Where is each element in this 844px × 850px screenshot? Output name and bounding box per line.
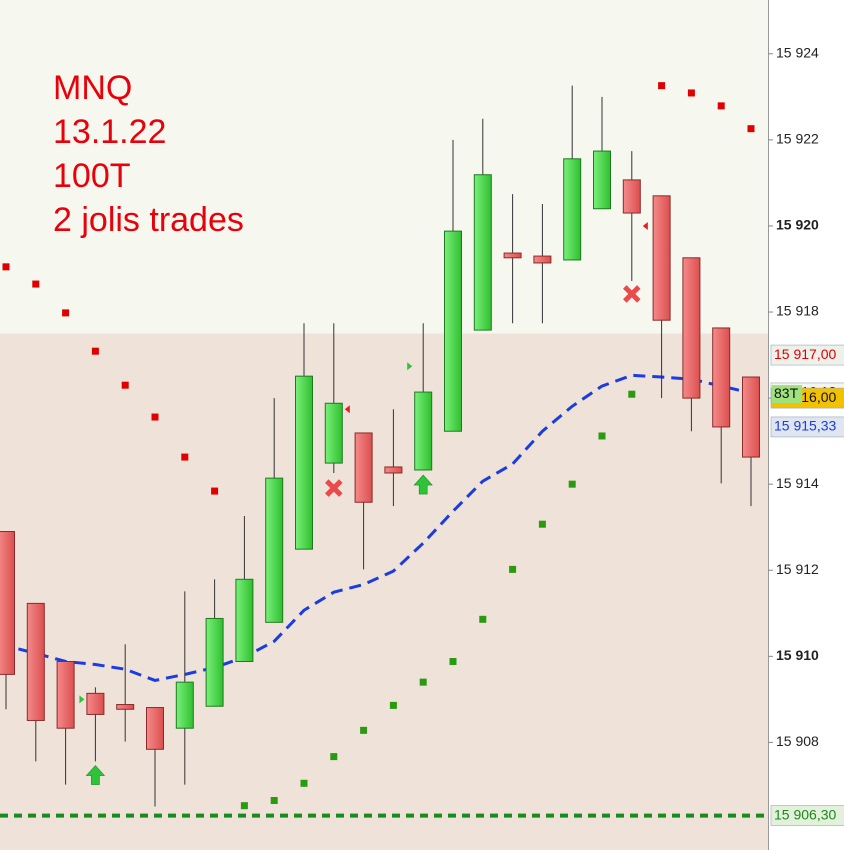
candle-body — [384, 466, 403, 474]
y-tick-label: 15 920 — [776, 217, 819, 233]
candle-body — [473, 174, 492, 331]
exit-triangle — [642, 221, 648, 230]
sar-dot — [181, 453, 189, 461]
sar-dot — [568, 480, 576, 488]
candle-body — [682, 257, 701, 399]
sar-dot — [211, 487, 219, 495]
candle-body — [205, 617, 224, 707]
y-tick-label: 15 918 — [776, 303, 819, 319]
countdown-box — [772, 385, 802, 404]
sar-dot — [300, 779, 308, 787]
candle-body — [593, 150, 611, 210]
candle-body — [712, 327, 731, 428]
candle-body — [503, 252, 522, 259]
candle-body — [444, 230, 462, 432]
exit-triangle — [344, 405, 350, 414]
price-label: 15 906,30 — [774, 806, 836, 822]
candle-body — [563, 158, 582, 261]
y-tick-label: 15 912 — [776, 561, 819, 577]
sar-dot — [538, 520, 546, 528]
exit-cross — [623, 285, 641, 303]
sar-dot — [479, 615, 487, 623]
candle-body — [533, 255, 552, 264]
sar-dot — [240, 802, 248, 810]
y-tick-label: 15 910 — [776, 647, 819, 663]
countdown-label: 83T — [774, 385, 799, 401]
sar-dot — [509, 565, 517, 573]
candle-body — [742, 376, 760, 458]
candle-body — [354, 432, 373, 503]
sar-dot — [270, 797, 278, 805]
sar-dot — [389, 701, 397, 709]
candle-body — [265, 477, 284, 623]
sar-dot — [62, 309, 70, 317]
sar-dot — [32, 280, 40, 288]
price-label-box — [770, 416, 844, 438]
sar-dot — [658, 82, 666, 90]
candle-body — [414, 391, 433, 471]
sar-dot — [449, 657, 457, 665]
candle-body — [235, 578, 254, 662]
sar-dot — [419, 678, 427, 686]
candle-body — [175, 681, 194, 729]
candle-body — [86, 692, 105, 715]
candle-body — [116, 704, 135, 710]
moving-average — [0, 373, 752, 682]
zone-upper — [0, 0, 768, 334]
annotation: 100T — [53, 157, 131, 195]
candle-body — [146, 707, 164, 750]
price-label: 15 917,00 — [774, 346, 836, 362]
annotation: MNQ — [53, 69, 132, 107]
candle-body — [324, 402, 343, 464]
exit-cross — [325, 479, 343, 497]
sar-dot — [360, 726, 368, 734]
candle-body — [295, 375, 313, 550]
sar-dot — [330, 753, 338, 761]
sar-dot — [687, 89, 695, 97]
price-label: 15 915,33 — [774, 418, 836, 434]
zone-lower — [0, 333, 768, 850]
candle-body — [56, 660, 75, 729]
sar-dot — [717, 102, 725, 110]
sar-dot — [91, 347, 99, 355]
price-label-box — [770, 344, 844, 366]
sar-dot — [121, 381, 129, 389]
entry-triangle — [407, 362, 413, 371]
annotation: 2 jolis trades — [53, 201, 244, 239]
candle-body — [652, 195, 671, 321]
y-tick-label: 15 908 — [776, 733, 819, 749]
signal-arrow — [413, 474, 433, 495]
price-label-box — [770, 805, 844, 826]
sar-dot — [628, 390, 636, 398]
candle-body — [622, 179, 641, 214]
candle-body — [26, 602, 45, 721]
sar-dot — [598, 432, 606, 440]
candle-body — [0, 531, 15, 675]
signal-arrow — [85, 765, 106, 785]
entry-triangle — [79, 695, 85, 704]
y-tick-label: 15 922 — [776, 131, 819, 147]
annotation: 13.1.22 — [53, 113, 166, 151]
y-tick-label: 15 914 — [776, 475, 819, 491]
y-tick-label: 15 924 — [776, 45, 819, 61]
sar-dot — [151, 413, 159, 421]
sar-dot — [2, 263, 10, 271]
sar-dot — [747, 125, 755, 133]
